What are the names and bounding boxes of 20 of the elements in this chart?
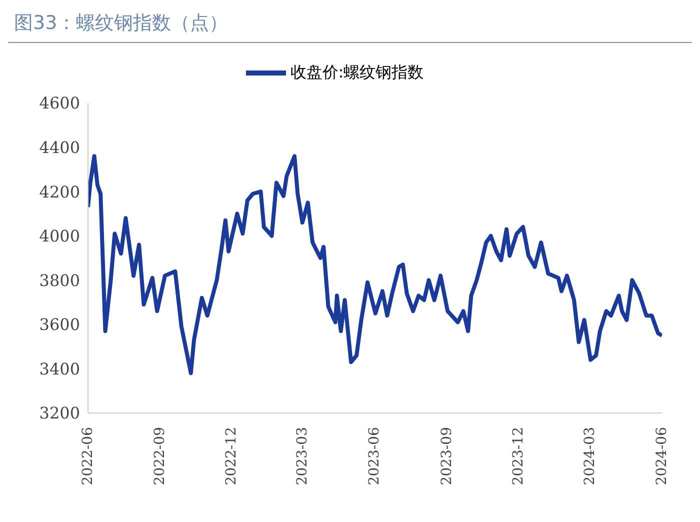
x-tick-label: 2022-09 [152, 427, 168, 486]
line-series [88, 154, 662, 376]
x-tick-label: 2022-06 [80, 426, 96, 486]
x-tick-label: 2024-03 [582, 427, 598, 486]
x-tick-label: 2023-12 [510, 427, 526, 486]
y-tick-label: 4200 [39, 182, 80, 202]
y-tick-label: 4400 [39, 138, 80, 157]
y-tick-label: 3600 [39, 315, 80, 334]
y-tick-label: 4000 [39, 226, 80, 246]
y-tick-label: 3400 [39, 359, 80, 378]
chart-title: 图33：螺纹钢指数（点） [8, 8, 692, 43]
legend-label: 收盘价:螺纹钢指数 [290, 62, 424, 82]
x-tick-label: 2023-09 [438, 427, 455, 486]
x-tick-label: 2023-03 [294, 427, 310, 486]
x-tick-label: 2024-06 [654, 426, 670, 486]
x-tick-label: 2022-12 [224, 427, 240, 486]
y-tick-label: 3800 [39, 270, 80, 290]
y-tick-label: 4600 [39, 94, 80, 113]
y-tick-label: 3200 [39, 404, 80, 423]
x-tick-label: 2023-06 [366, 426, 383, 486]
